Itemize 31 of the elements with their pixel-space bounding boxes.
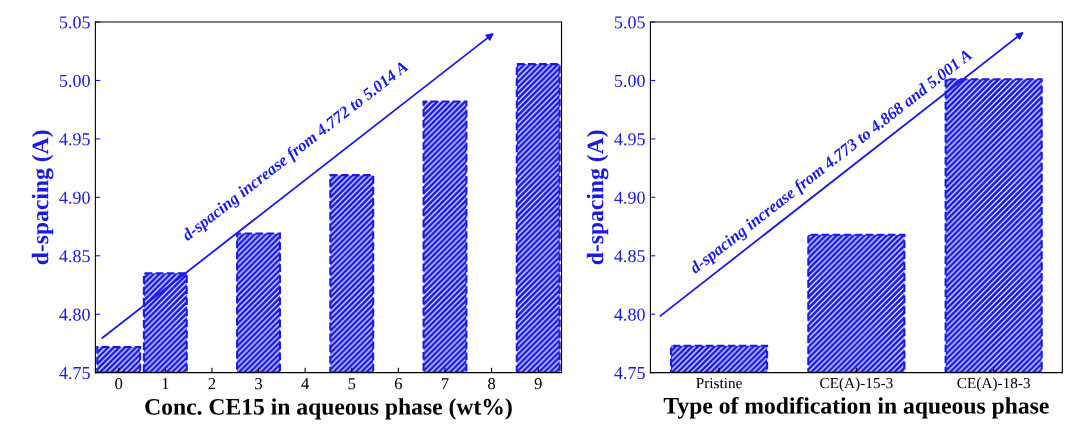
y-tick-label: 4.75: [59, 367, 90, 380]
x-tick-label: 4: [301, 378, 310, 390]
y-tick-label: 5.05: [59, 16, 90, 29]
x-axis-title: Conc. CE15 in aqueous phase (wt%): [145, 398, 512, 420]
y-axis-title: d-spacing (A): [31, 130, 54, 265]
x-tick-label: 1: [162, 378, 169, 390]
y-tick-label: 5.05: [614, 16, 645, 29]
y-tick-label: 4.90: [59, 191, 90, 204]
y-tick-label: 5.00: [59, 74, 90, 87]
x-tick-label: 2: [208, 378, 216, 390]
x-tick-label: Pristine: [696, 377, 742, 389]
y-tick-label: 4.95: [614, 133, 645, 146]
x-tick-label: 9: [534, 378, 542, 390]
x-tick-label: CE(A)-15-3: [820, 377, 893, 392]
y-tick-label: 4.90: [614, 191, 645, 204]
x-tick-label: CE(A)-18-3: [957, 377, 1030, 392]
x-tick-label: 7: [441, 378, 449, 390]
x-axis-title: Type of modification in aqueous phase: [663, 396, 1049, 419]
y-tick-label: 4.85: [59, 250, 90, 263]
x-tick-label: 6: [394, 378, 403, 390]
x-tick-label: 0: [115, 377, 123, 390]
x-tick-label: 5: [348, 378, 356, 390]
y-tick-label: 4.85: [614, 250, 645, 263]
x-tick-label: 8: [488, 377, 496, 390]
y-tick-label: 4.80: [59, 308, 90, 321]
y-axis-title: d-spacing (A): [586, 130, 609, 265]
y-tick-label: 4.80: [614, 308, 645, 321]
y-tick-label: 4.95: [59, 133, 90, 146]
y-tick-label: 4.75: [614, 367, 645, 380]
x-tick-label: 3: [255, 378, 263, 390]
y-tick-label: 5.00: [614, 74, 645, 87]
